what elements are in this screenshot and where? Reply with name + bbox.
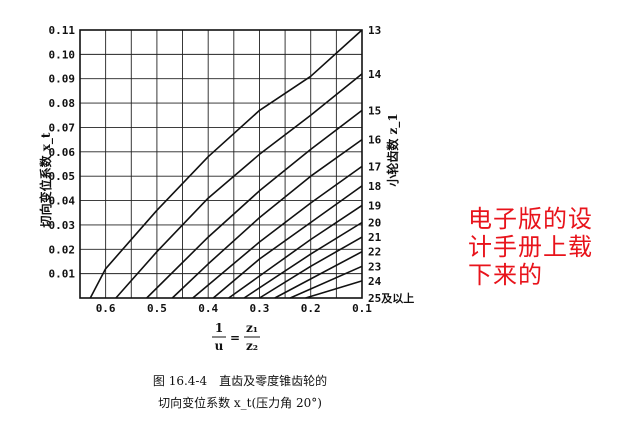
watermark-line3: 下来的 <box>468 261 543 289</box>
y-tick-label: 0.11 <box>49 24 76 37</box>
curve-label-z20: 20 <box>368 216 381 229</box>
curve-label-z16: 16 <box>368 134 382 147</box>
y-tick-label: 0.10 <box>49 48 76 61</box>
y-tick-label: 0.09 <box>49 73 76 86</box>
x-tick-label: 0.2 <box>301 302 321 315</box>
fraction-right-numerator: z₁ <box>246 321 258 335</box>
curve-label-z23: 23 <box>368 260 381 273</box>
figure-caption-line2: 切向变位系数 x_t(压力角 20°) <box>158 396 322 410</box>
watermark-line1: 电子版的设 <box>468 205 593 233</box>
curve-label-z19: 19 <box>368 199 381 212</box>
y-tick-label: 0.03 <box>49 219 76 232</box>
fraction-equals: = <box>230 331 240 345</box>
y-tick-labels: 0.01 0.02 0.03 0.04 0.05 0.06 0.07 0.08 0.09 0.10… <box>49 24 76 281</box>
y-tick-label: 0.08 <box>49 97 76 110</box>
curve-label-z25及以上: 25及以上 <box>368 291 414 305</box>
x-tick-label: 0.5 <box>147 302 167 315</box>
watermark-note: 电子版的设 计手册上载 下来的 <box>468 205 628 289</box>
curve-z22 <box>274 250 363 299</box>
curve-z14 <box>115 73 363 299</box>
curve-z19 <box>228 204 363 299</box>
curve-z17 <box>192 165 363 299</box>
x-tick-label: 0.4 <box>198 302 218 315</box>
curve-label-z24: 24 <box>368 275 382 288</box>
y-tick-label: 0.04 <box>49 195 76 208</box>
x-tick-label: 0.6 <box>96 302 116 315</box>
plot-frame <box>79 29 363 299</box>
curve-label-z13: 13 <box>368 24 381 37</box>
curve-label-z14: 14 <box>368 68 382 81</box>
curve-label-z22: 22 <box>368 246 381 259</box>
curve-label-z18: 18 <box>368 180 381 193</box>
curve-label-z17: 17 <box>368 160 381 173</box>
fraction-left-numerator: 1 <box>215 321 223 335</box>
curve-z13 <box>89 29 363 299</box>
curve-z15 <box>146 109 363 299</box>
y-tick-label: 0.02 <box>49 243 76 256</box>
fraction-left-denominator: u <box>215 339 224 353</box>
x-tick-label: 0.3 <box>250 302 270 315</box>
fraction-right-denominator: z₂ <box>246 339 258 353</box>
right-axis-title: 小轮齿数 z_1 <box>385 113 401 186</box>
y-axis-title: 切向变位系数 x_t <box>38 132 54 227</box>
curve-label-z21: 21 <box>368 231 382 244</box>
curve-z23 <box>289 265 363 299</box>
curve-z16 <box>171 138 363 299</box>
y-tick-label: 0.01 <box>49 268 76 281</box>
figure-caption-line1: 图 16.4-4 直齿及零度锥齿轮的 <box>152 374 328 388</box>
chart-grid <box>80 29 362 298</box>
x-tick-labels: 0.6 0.5 0.4 0.3 0.2 0.1 <box>96 302 373 315</box>
x-axis-fraction: 1 u = z₁ z₂ <box>212 321 260 353</box>
watermark-line2: 计手册上载 <box>468 233 593 261</box>
curve-z21 <box>259 236 363 299</box>
curve-z18 <box>212 185 363 299</box>
y-tick-label: 0.07 <box>49 121 76 134</box>
curve-z20 <box>243 221 363 299</box>
curve-z24 <box>305 280 363 299</box>
x-tick-label: 0.1 <box>352 302 372 315</box>
curve-label-z15: 15 <box>368 104 381 117</box>
y-tick-label: 0.06 <box>49 146 76 159</box>
chart-curves <box>89 29 363 299</box>
y-tick-label: 0.05 <box>49 170 76 183</box>
